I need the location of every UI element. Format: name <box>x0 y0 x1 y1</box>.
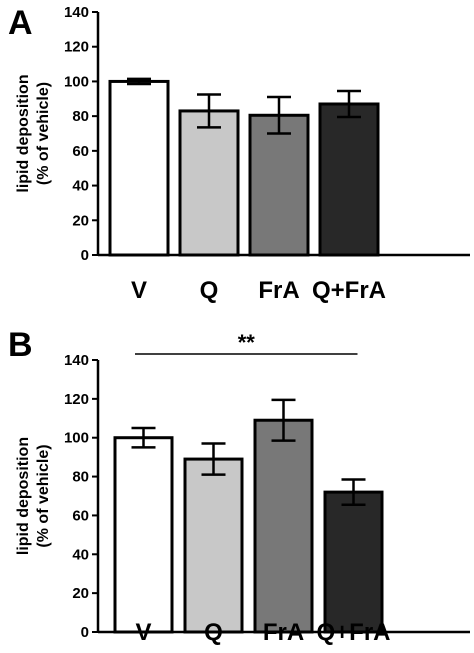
category-label: Q <box>204 619 223 646</box>
category-label: V <box>135 619 151 646</box>
y-tick-label: 20 <box>72 212 89 229</box>
y-tick-label: 60 <box>72 507 89 524</box>
y-tick-label: 100 <box>64 430 89 447</box>
y-axis-label-line1: lipid deposition <box>15 74 32 192</box>
y-axis-label-line1: lipid deposition <box>15 437 32 555</box>
category-label: FrA <box>258 277 299 304</box>
category-label: V <box>131 277 147 304</box>
category-label: Q+FrA <box>316 619 390 646</box>
significance-label: ** <box>238 330 256 355</box>
bar-q <box>183 457 244 634</box>
y-tick-label: 40 <box>72 546 89 563</box>
y-tick-label: 20 <box>72 585 89 602</box>
bar-q-plus-fra <box>323 490 384 634</box>
y-tick-label: 140 <box>64 352 89 369</box>
bar-v <box>113 436 174 634</box>
y-tick-label: 40 <box>72 178 89 195</box>
category-label: Q <box>200 277 219 304</box>
y-tick-label: 100 <box>64 73 89 90</box>
y-tick-label: 80 <box>72 469 89 486</box>
y-tick-label: 140 <box>64 4 89 21</box>
category-label: FrA <box>263 619 304 646</box>
bar-v <box>108 79 170 257</box>
bar-q <box>178 109 240 257</box>
panel-label: B <box>8 326 33 364</box>
y-tick-label: 60 <box>72 143 89 160</box>
y-tick-label: 80 <box>72 108 89 125</box>
y-tick-label: 0 <box>81 247 89 264</box>
category-label: Q+FrA <box>312 277 386 304</box>
bar-fra <box>253 418 314 634</box>
y-tick-label: 120 <box>64 39 89 56</box>
bar-q-plus-fra <box>318 102 380 257</box>
panel-label: A <box>8 4 33 42</box>
y-tick-label: 0 <box>81 624 89 641</box>
y-axis-label-line2: (% of vehicle) <box>35 82 52 185</box>
y-axis-label-line2: (% of vehicle) <box>35 444 52 547</box>
y-tick-label: 120 <box>64 391 89 408</box>
bar-fra <box>248 113 310 257</box>
